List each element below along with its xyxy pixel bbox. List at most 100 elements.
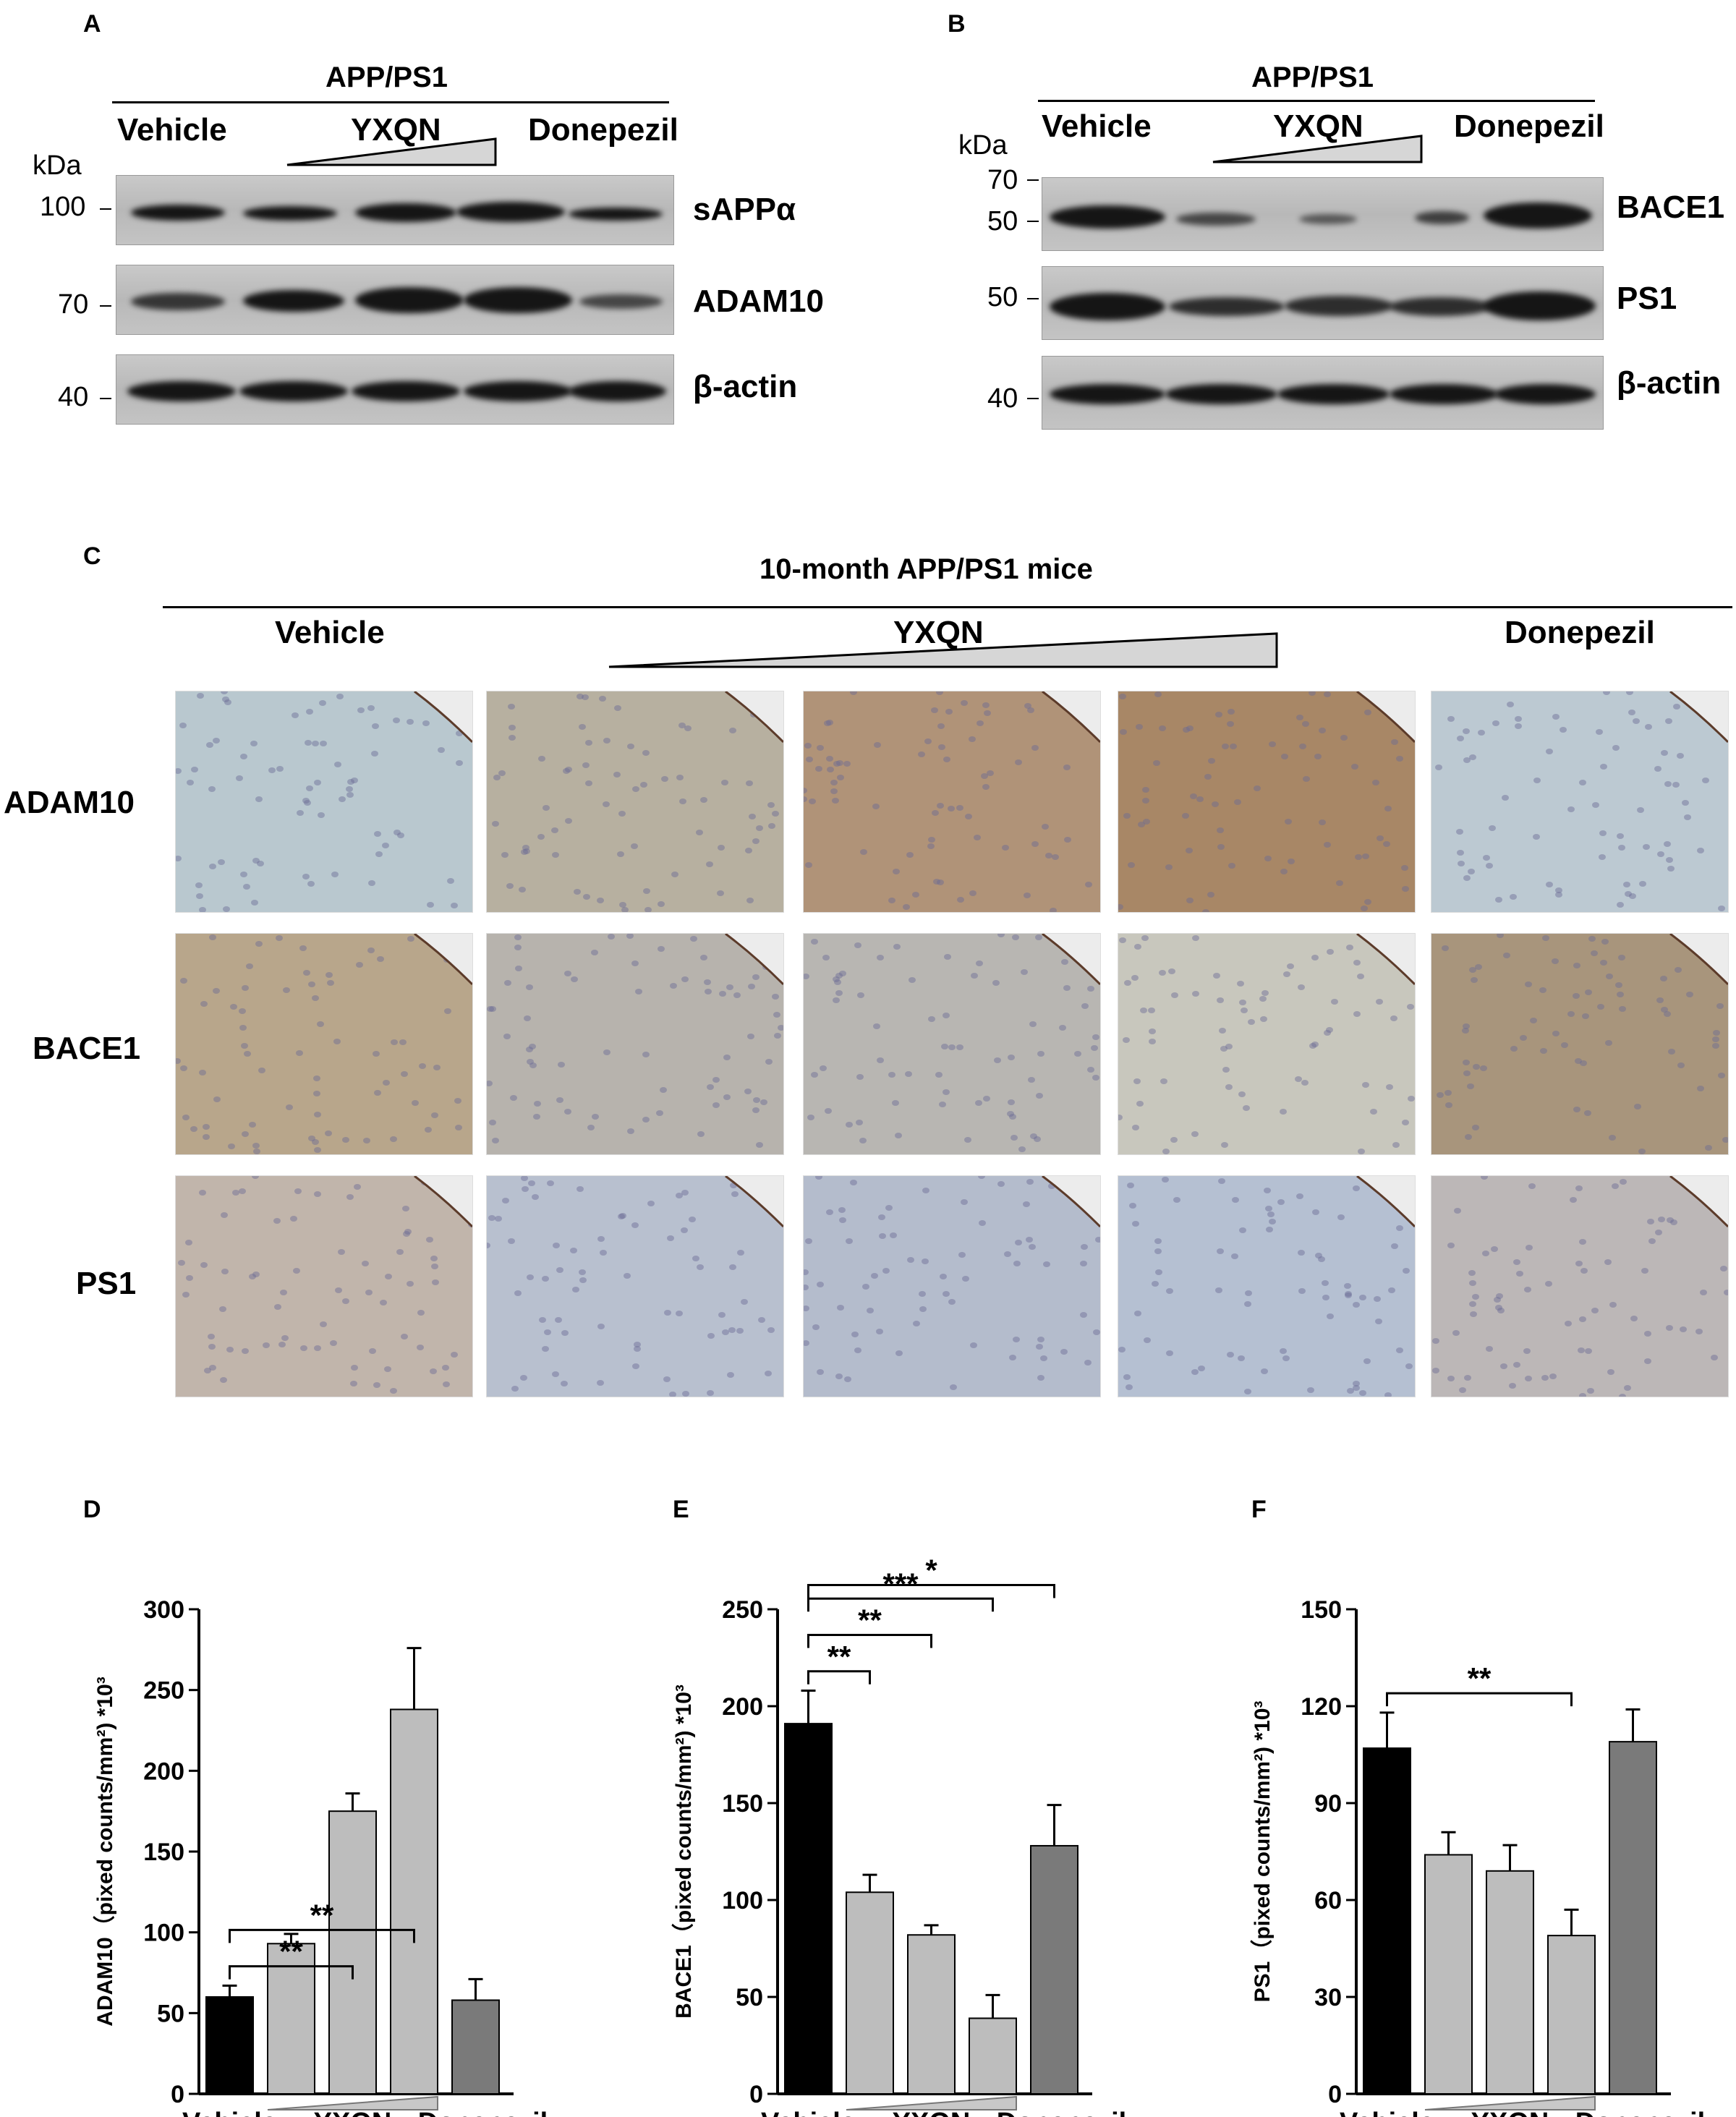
y-tick-label: 150 [722,1790,763,1818]
bar [328,1810,377,2095]
y-tick-label: 50 [157,2000,184,2027]
panel-letter-f: F [1251,1496,1267,1523]
ihc-row-bace1: BACE1 [33,1031,141,1066]
significance-label: ** [1468,1661,1492,1695]
bar [846,1891,894,2095]
mw-40-b: 40 [987,383,1018,414]
significance-label: * [925,1554,937,1588]
dose-wedge [846,2095,1017,2110]
mw-70-b: 70 [987,165,1018,195]
mw-tick [100,305,111,307]
group-line-b [1038,100,1595,102]
x-label-donepezil: Donepezil [418,2108,548,2117]
mw-50-b: 50 [987,206,1018,237]
mw-50-b2: 50 [987,282,1018,312]
mw-tick [1027,398,1039,399]
blot-actin-a [116,354,674,425]
ihc-image-adam10-2 [486,691,784,913]
mw-tick [1027,298,1039,299]
bar [1030,1844,1078,2095]
panel-letter-e: E [673,1496,689,1523]
kda-label-a: kDa [33,150,82,181]
y-tick-label: 0 [749,2081,763,2108]
significance-bracket [229,1965,354,1980]
protein-label-bace1: BACE1 [1617,189,1725,225]
bar [907,1934,956,2095]
x-label-donepezil: Donepezil [997,2108,1126,2117]
y-tick-label: 90 [1314,1790,1342,1818]
dose-wedge-c [608,632,1278,668]
protein-label-sappa: sAPPα [693,192,796,227]
y-axis-label: ADAM10（pixed counts/mm²) *10³ [93,1677,117,2026]
protein-label-adam10: ADAM10 [693,284,824,319]
significance-bracket [229,1928,415,1943]
group-line-a [112,101,669,103]
ihc-image-ps1-1 [175,1175,473,1397]
chart-d: 050100150200250300VehicleYXQNDonepezil**… [93,1596,548,2117]
ihc-image-adam10-4 [1118,691,1416,913]
dose-wedge [1424,2095,1596,2110]
significance-bracket [807,1584,1055,1598]
ihc-image-bace1-5 [1431,933,1729,1155]
panel-letter-c: C [83,542,101,570]
y-tick-label: 0 [171,2081,184,2108]
protein-label-actin-a: β-actin [693,369,798,404]
bar [969,2017,1017,2095]
protein-label-actin-b: β-actin [1617,365,1722,401]
chart-f: 0306090120150VehicleYXQNDonepezil**PS1（p… [1250,1596,1705,2117]
significance-bracket [1386,1692,1573,1707]
x-label-donepezil: Donepezil [1575,2108,1705,2117]
ihc-image-bace1-4 [1118,933,1416,1155]
ihc-image-ps1-3 [803,1175,1101,1397]
lane-donepezil-a: Donepezil [528,112,678,148]
y-tick-label: 250 [143,1677,184,1705]
ihc-image-bace1-3 [803,933,1101,1155]
dose-wedge [267,2095,438,2110]
mw-40-a: 40 [58,382,89,412]
blot-actin-b [1042,356,1604,430]
y-tick-label: 60 [1314,1887,1342,1914]
lane-donepezil-b: Donepezil [1454,108,1604,144]
ihc-image-adam10-5 [1431,691,1729,913]
significance-label: *** [882,1567,919,1601]
bar [205,1996,254,2095]
y-tick-label: 300 [143,1596,184,1624]
ihc-title: 10-month APP/PS1 mice [760,553,1093,585]
ihc-image-bace1-2 [486,933,784,1155]
bar [784,1723,833,2095]
y-tick-label: 250 [722,1596,763,1624]
ihc-image-bace1-1 [175,933,473,1155]
bar [390,1708,438,2095]
dose-wedge-a [286,137,497,166]
y-tick-label: 150 [1301,1596,1342,1624]
mw-100-a: 100 [40,192,86,222]
significance-bracket [807,1597,994,1612]
blot-adam10 [116,265,674,335]
mw-tick [1027,221,1039,222]
lane-yxqn-b: YXQN [1273,108,1363,144]
y-tick-label: 150 [143,1839,184,1866]
mw-70-a: 70 [58,289,89,320]
bar [1609,1741,1657,2095]
y-tick-label: 200 [143,1758,184,1785]
lane-vehicle-a: Vehicle [117,112,227,148]
mw-tick [1027,179,1039,181]
y-axis-label: BACE1（pixed counts/mm²) *10³ [671,1684,696,2019]
y-tick-label: 100 [143,1920,184,1947]
significance-bracket [807,1670,871,1684]
ihc-col-donepezil: Donepezil [1505,615,1655,650]
panel-letter-b: B [948,10,966,38]
ihc-row-adam10: ADAM10 [4,785,135,820]
chart-e: 050100150200250VehicleYXQNDonepezil*****… [671,1554,1126,2117]
blot-sappa [116,175,674,245]
x-label-vehicle: Vehicle [182,2108,277,2117]
lane-yxqn-a: YXQN [351,112,441,148]
protein-label-ps1-blot: PS1 [1617,281,1677,316]
group-label-a: APP/PS1 [326,61,448,93]
panel-letter-d: D [83,1496,101,1523]
significance-label: ** [858,1603,882,1637]
y-tick-label: 120 [1301,1693,1342,1721]
y-tick-label: 200 [722,1693,763,1721]
x-label-vehicle: Vehicle [761,2108,856,2117]
ihc-image-ps1-5 [1431,1175,1729,1397]
